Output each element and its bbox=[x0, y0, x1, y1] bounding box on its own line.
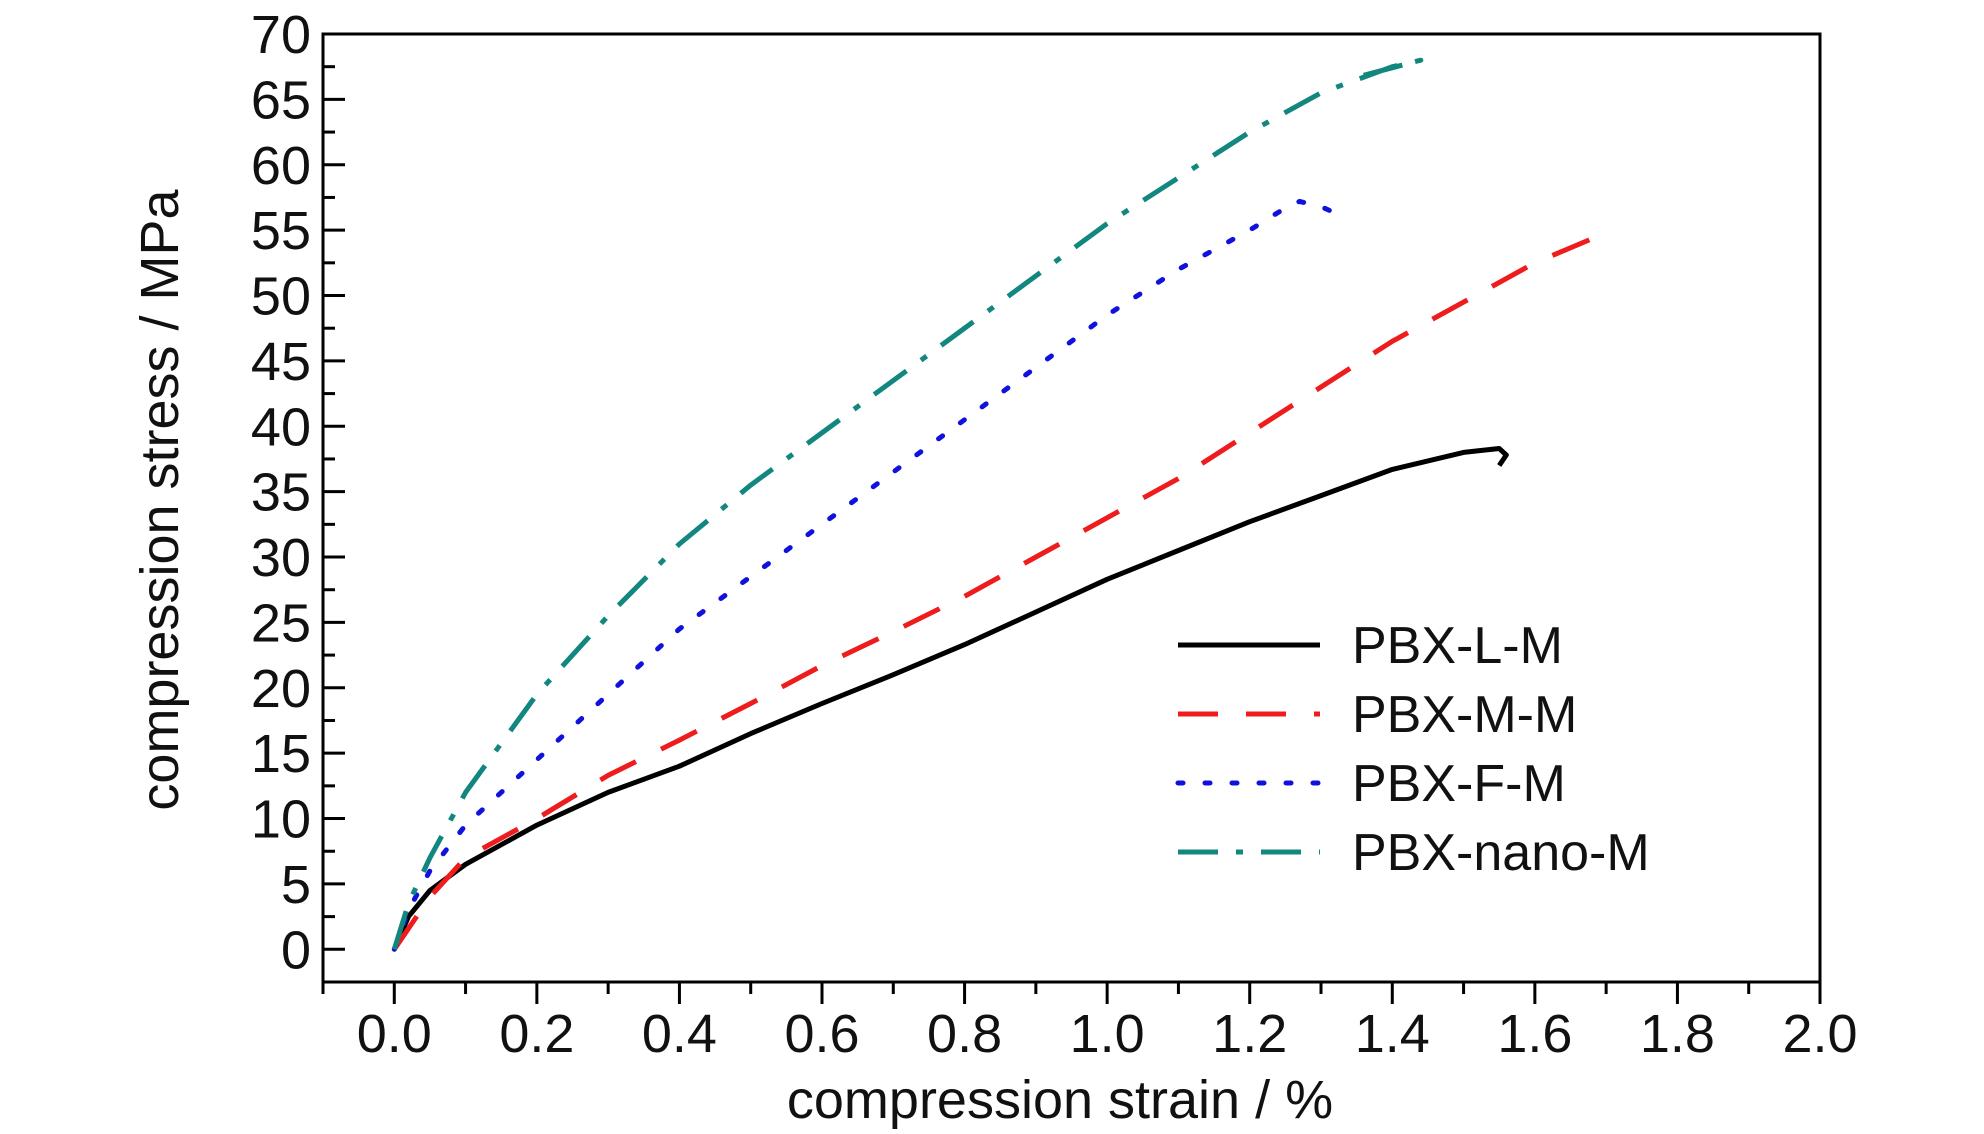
plot-frame bbox=[321, 32, 1822, 984]
x-tick-label: 0.0 bbox=[357, 1004, 432, 1064]
y-tick-label: 20 bbox=[251, 659, 311, 719]
series-line-4 bbox=[391, 57, 1424, 951]
y-tick-label: 15 bbox=[251, 724, 311, 784]
y-tick-label: 65 bbox=[251, 70, 311, 130]
series-line-2 bbox=[392, 230, 1608, 951]
x-tick-label: 2.0 bbox=[1782, 1004, 1857, 1064]
x-axis-ticks: 0.0 0.2 0.4 0.6 0.8 1.0 1.2 1.4 1.6 1.8 2.0 bbox=[321, 982, 1858, 1064]
legend-label: PBX-L-M bbox=[1352, 617, 1563, 675]
x-tick-label: 1.8 bbox=[1640, 1004, 1715, 1064]
x-tick-label: 0.2 bbox=[499, 1004, 574, 1064]
y-tick-label: 70 bbox=[251, 5, 311, 65]
y-tick-label: 10 bbox=[251, 790, 311, 850]
legend-label: PBX-M-M bbox=[1352, 686, 1577, 744]
y-tick-label: 50 bbox=[251, 267, 311, 327]
legend-label: PBX-F-M bbox=[1352, 755, 1566, 813]
y-tick-label: 30 bbox=[251, 528, 311, 588]
y-tick-label: 55 bbox=[251, 201, 311, 261]
y-tick-label: 40 bbox=[251, 397, 311, 457]
y-tick-label: 45 bbox=[251, 332, 311, 392]
series-line-1 bbox=[392, 446, 1509, 951]
series-line-3 bbox=[391, 198, 1338, 952]
x-axis-title: compression strain / % bbox=[787, 1070, 1333, 1130]
y-axis-title: compression stress / MPa bbox=[130, 188, 190, 810]
series-lines bbox=[391, 57, 1608, 952]
x-tick-label: 0.8 bbox=[927, 1004, 1002, 1064]
y-tick-label: 5 bbox=[281, 855, 311, 915]
x-tick-label: 0.6 bbox=[784, 1004, 859, 1064]
y-tick-label: 60 bbox=[251, 136, 311, 196]
x-tick-label: 1.6 bbox=[1497, 1004, 1572, 1064]
y-tick-label: 0 bbox=[281, 920, 311, 980]
x-tick-label: 1.4 bbox=[1355, 1004, 1430, 1064]
legend: PBX-L-M PBX-M-M PBX-F-M PBX-nano-M bbox=[1175, 617, 1650, 882]
y-tick-label: 25 bbox=[251, 593, 311, 653]
y-tick-label: 35 bbox=[251, 463, 311, 523]
legend-label: PBX-nano-M bbox=[1352, 824, 1650, 882]
x-tick-label: 1.2 bbox=[1212, 1004, 1287, 1064]
x-tick-label: 1.0 bbox=[1070, 1004, 1145, 1064]
x-tick-label: 0.4 bbox=[642, 1004, 717, 1064]
